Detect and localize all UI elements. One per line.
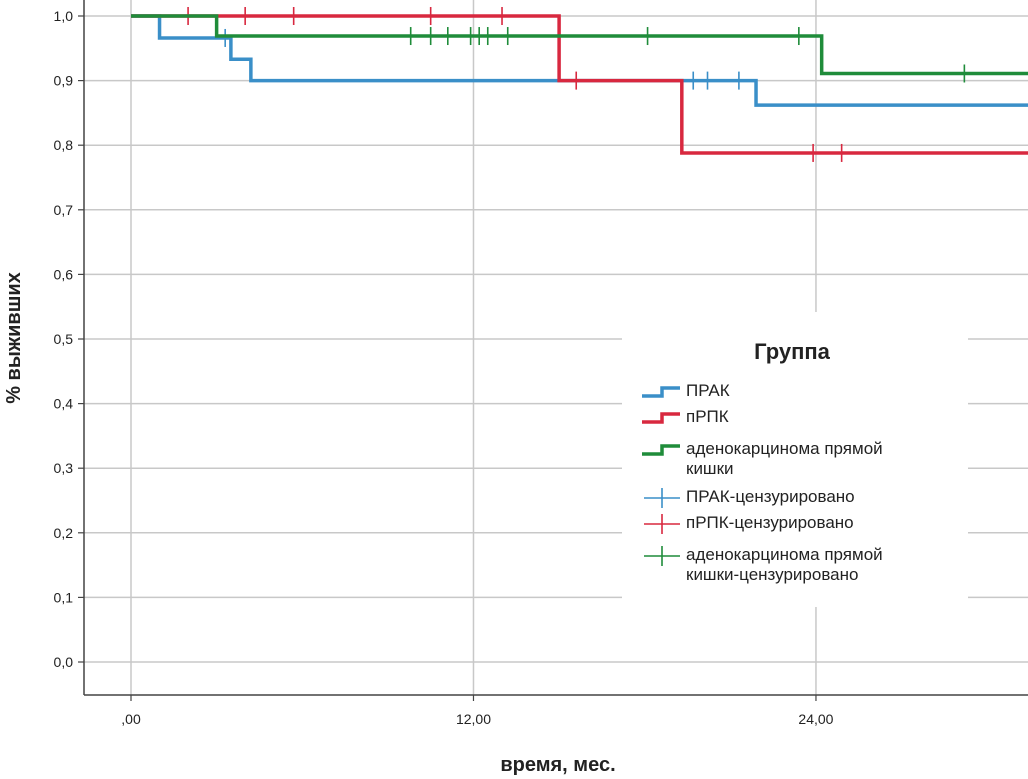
y-tick-label: 0,0: [54, 654, 74, 670]
series-line-3: [131, 14, 1028, 76]
legend-entry-4: ПРАК-цензурировано: [644, 487, 855, 508]
legend-label: аденокарцинома прямой: [686, 545, 883, 564]
y-tick-label: 0,4: [54, 396, 74, 412]
legend-entry-2: пРПК: [642, 407, 729, 426]
axes: ,0012,0024,0036,0048,0060,000,00,10,20,3…: [54, 0, 1028, 727]
legend-entry-5: пРПК-цензурировано: [644, 513, 854, 534]
legend-label: пРПК: [686, 407, 729, 426]
series: [131, 7, 1028, 162]
x-tick-label: 12,00: [456, 711, 491, 727]
y-tick-label: 1,0: [54, 8, 74, 24]
y-tick-label: 0,6: [54, 266, 74, 282]
y-tick-label: 0,7: [54, 202, 74, 218]
y-tick-label: 0,5: [54, 331, 74, 347]
legend-step-symbol: [642, 386, 680, 398]
x-tick-label: ,00: [121, 711, 141, 727]
legend-title: Группа: [754, 339, 831, 364]
legend-box: [622, 312, 968, 607]
y-tick-label: 0,2: [54, 525, 74, 541]
y-axis-title: % выживших: [3, 272, 25, 404]
x-tick-label: 24,00: [798, 711, 833, 727]
legend-label: кишки-цензурировано: [686, 565, 858, 584]
legend-label: кишки: [686, 459, 734, 478]
y-tick-label: 0,8: [54, 137, 74, 153]
y-tick-label: 0,3: [54, 460, 74, 476]
legend-step-symbol: [642, 412, 680, 424]
legend-label: ПРАК-цензурировано: [686, 487, 855, 506]
y-tick-label: 0,9: [54, 73, 74, 89]
legend-entry-1: ПРАК: [642, 381, 730, 400]
legend-step-symbol: [642, 444, 680, 456]
x-axis-title: время, мес.: [500, 754, 615, 776]
legend-label: аденокарцинома прямой: [686, 439, 883, 458]
legend-label: ПРАК: [686, 381, 730, 400]
series-line-2: [131, 14, 1028, 155]
y-tick-label: 0,1: [54, 589, 74, 605]
series-line-1: [131, 14, 1028, 107]
legend-label: пРПК-цензурировано: [686, 513, 854, 532]
